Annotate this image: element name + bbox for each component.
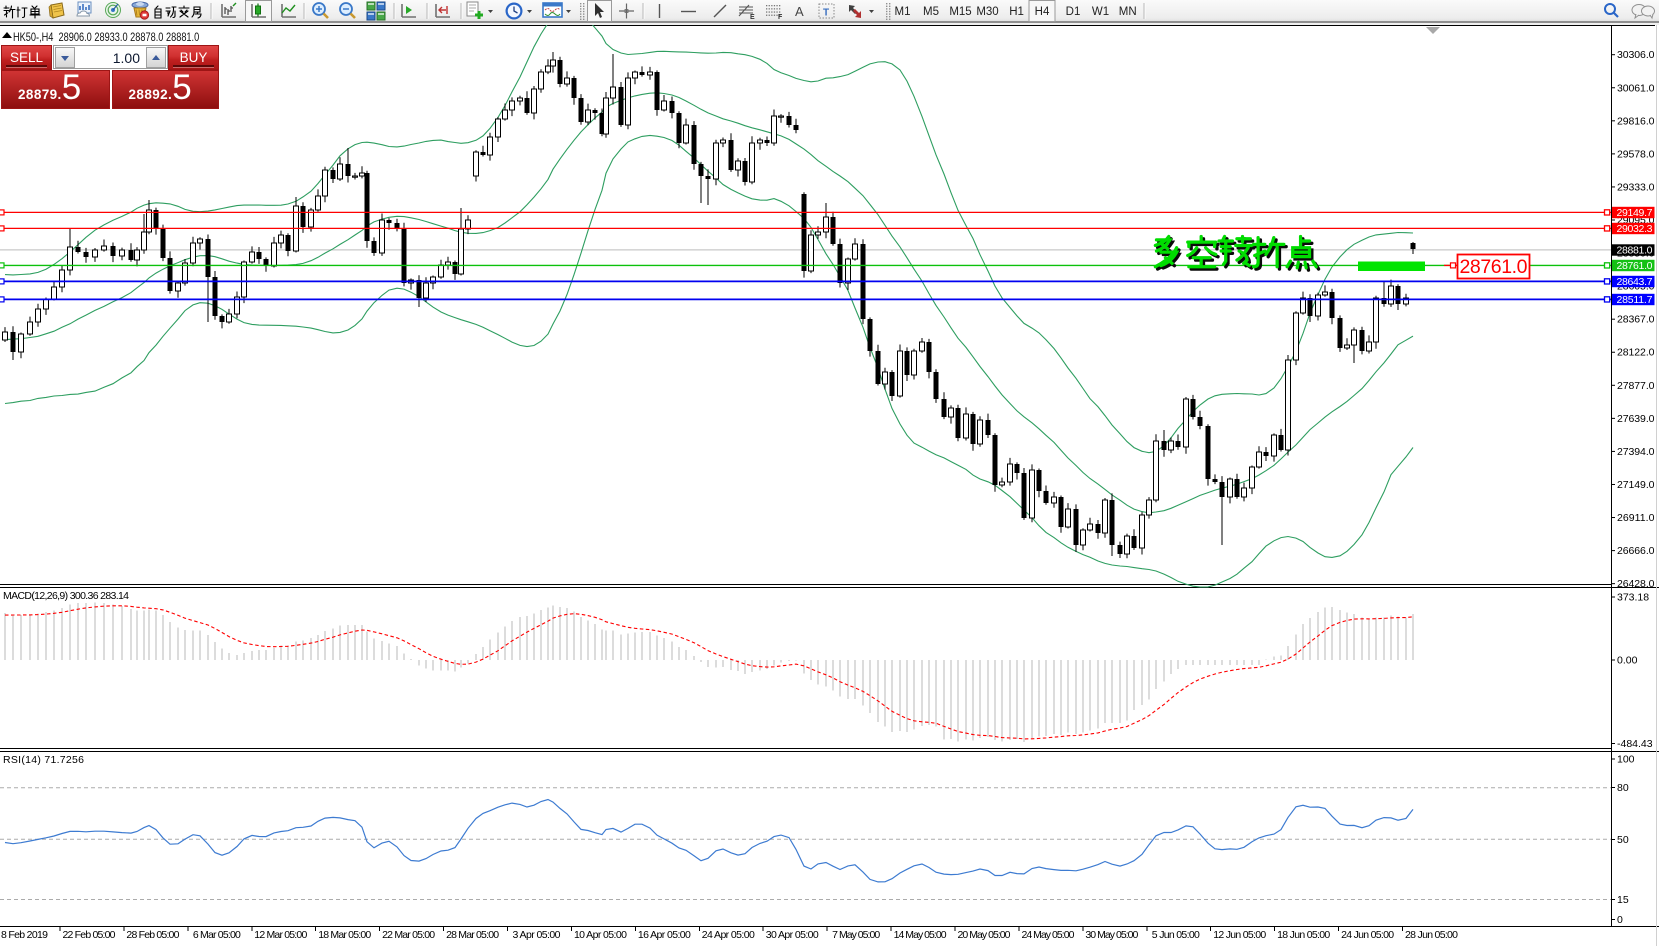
svg-text:30 May 05:00: 30 May 05:00 (1085, 929, 1138, 941)
svg-text:M15: M15 (949, 6, 971, 18)
svg-text:29333.0: 29333.0 (1617, 181, 1655, 193)
svg-text:28122.0: 28122.0 (1617, 347, 1655, 359)
svg-text:26666.0: 26666.0 (1617, 545, 1655, 557)
svg-text:22 Mar 05:00: 22 Mar 05:00 (382, 929, 435, 941)
svg-text:18 Mar 05:00: 18 Mar 05:00 (318, 929, 371, 941)
svg-text:28643.7: 28643.7 (1617, 276, 1653, 288)
svg-text:7 May 05:00: 7 May 05:00 (832, 929, 880, 941)
svg-text:E: E (750, 14, 755, 21)
svg-text:24 Apr 05:00: 24 Apr 05:00 (702, 929, 755, 941)
svg-text:RSI(14) 71.7256: RSI(14) 71.7256 (3, 754, 84, 766)
svg-text:M5: M5 (923, 6, 939, 18)
svg-text:28761.0: 28761.0 (1460, 256, 1528, 278)
svg-text:3 Apr 05:00: 3 Apr 05:00 (513, 929, 561, 941)
svg-text:26428.0: 26428.0 (1617, 578, 1655, 590)
svg-text:H4: H4 (1035, 6, 1050, 18)
svg-text:28367.0: 28367.0 (1617, 314, 1655, 326)
svg-text:18 Jun 05:00: 18 Jun 05:00 (1277, 929, 1330, 941)
svg-text:MACD(12,26,9) 300.36 283.14: MACD(12,26,9) 300.36 283.14 (3, 590, 129, 602)
svg-text:22 Feb 05:00: 22 Feb 05:00 (63, 929, 116, 941)
svg-text:T: T (823, 8, 829, 19)
svg-text:373.18: 373.18 (1617, 592, 1649, 604)
svg-text:27877.0: 27877.0 (1617, 380, 1655, 392)
svg-text:27639.0: 27639.0 (1617, 413, 1655, 425)
svg-text:5 Jun 05:00: 5 Jun 05:00 (1152, 929, 1200, 941)
svg-text:26911.0: 26911.0 (1617, 512, 1655, 524)
svg-text:M30: M30 (976, 6, 998, 18)
svg-text:15: 15 (1617, 894, 1629, 906)
svg-text:28881.0: 28881.0 (1617, 245, 1653, 257)
svg-text:6 Mar 05:00: 6 Mar 05:00 (193, 929, 241, 941)
svg-text:27149.0: 27149.0 (1617, 479, 1655, 491)
svg-text:29149.7: 29149.7 (1617, 207, 1653, 219)
svg-text:27394.0: 27394.0 (1617, 446, 1655, 458)
svg-text:-484.43: -484.43 (1617, 738, 1653, 750)
svg-text:50: 50 (1617, 834, 1629, 846)
svg-text:14 May 05:00: 14 May 05:00 (894, 929, 947, 941)
svg-text:H1: H1 (1009, 6, 1024, 18)
svg-text:F: F (778, 14, 783, 21)
svg-text:A: A (795, 4, 804, 19)
svg-text:29032.3: 29032.3 (1617, 223, 1653, 235)
svg-text:24 Jun 05:00: 24 Jun 05:00 (1341, 929, 1394, 941)
svg-text:W1: W1 (1092, 6, 1109, 18)
svg-text:29578.0: 29578.0 (1617, 148, 1655, 160)
svg-text:80: 80 (1617, 782, 1629, 794)
svg-text:10 Apr 05:00: 10 Apr 05:00 (574, 929, 627, 941)
svg-text:0: 0 (1617, 914, 1623, 926)
svg-text:28511.7: 28511.7 (1617, 294, 1653, 306)
svg-text:30061.0: 30061.0 (1617, 82, 1655, 94)
svg-text:D1: D1 (1066, 6, 1081, 18)
svg-text:28 Jun 05:00: 28 Jun 05:00 (1405, 929, 1458, 941)
svg-text:12 Mar 05:00: 12 Mar 05:00 (254, 929, 307, 941)
svg-text:0.00: 0.00 (1617, 655, 1638, 667)
svg-text:29816.0: 29816.0 (1617, 115, 1655, 127)
svg-text:8 Feb 2019: 8 Feb 2019 (1, 929, 48, 941)
svg-text:MN: MN (1119, 6, 1137, 18)
svg-text:24 May 05:00: 24 May 05:00 (1021, 929, 1074, 941)
svg-text:16 Apr 05:00: 16 Apr 05:00 (638, 929, 691, 941)
svg-text:20 May 05:00: 20 May 05:00 (958, 929, 1011, 941)
svg-text:12 Jun 05:00: 12 Jun 05:00 (1213, 929, 1266, 941)
svg-text:30 Apr 05:00: 30 Apr 05:00 (766, 929, 819, 941)
svg-text:28 Feb 05:00: 28 Feb 05:00 (126, 929, 179, 941)
svg-text:30306.0: 30306.0 (1617, 49, 1655, 61)
svg-text:M1: M1 (895, 6, 911, 18)
svg-text:28 Mar 05:00: 28 Mar 05:00 (446, 929, 499, 941)
svg-text:28761.0: 28761.0 (1617, 260, 1653, 272)
svg-text:100: 100 (1617, 754, 1635, 766)
